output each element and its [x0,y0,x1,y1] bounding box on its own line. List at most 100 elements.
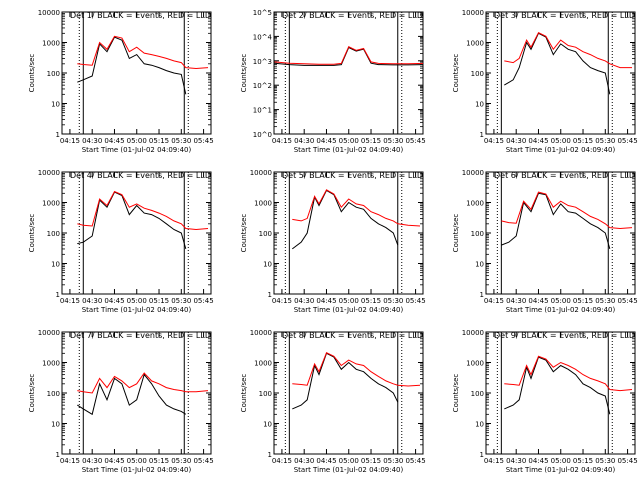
y-tick-label: 1 [268,451,272,459]
events-series-line [292,352,399,410]
x-tick-label: 04:45 [316,457,336,465]
plot-frame [273,171,424,295]
plot-frame [273,11,424,135]
x-tick-label: 05:30 [383,297,403,305]
x-axis-label: Start Time (01-Jul-02 04:09:40) [506,146,616,154]
x-tick-label: 05:00 [339,137,359,145]
x-axis-label: Start Time (01-Jul-02 04:09:40) [294,466,404,474]
x-tick-label: 05:15 [361,297,381,305]
x-tick-label: 04:45 [528,297,548,305]
y-tick-label: 1000 [466,360,484,368]
detector-panel-2: Det 2/ BLACK = Events, RED = LLD 10^0 10^1… [240,9,426,154]
y-tick-label: 10000 [250,169,272,177]
y-tick-label: 10^5 [253,9,272,17]
x-tick-label: 05:00 [127,457,147,465]
x-axis-label: Start Time (01-Jul-02 04:09:40) [82,306,192,314]
y-tick-label: 100 [471,230,484,238]
x-tick-label: 05:30 [595,457,615,465]
y-tick-label: 10^1 [253,107,272,115]
panel-title: Det 9/ BLACK = Events, RED = LLD [494,331,635,340]
y-axis-label: Counts/sec [452,54,460,93]
x-tick-label: 05:45 [405,297,425,305]
y-tick-label: 10 [51,261,60,269]
y-tick-label: 10 [475,261,484,269]
y-tick-label: 1 [56,291,60,299]
detector-panel-7: Det 7/ BLACK = Events, RED = LLD 1 10 100 10… [28,329,214,474]
detector-panel-4: Det 4/ BLACK = Events, RED = LLD 1 10 100 10… [28,169,214,314]
lld-series-line [77,190,209,231]
x-tick-label: 04:15 [484,457,504,465]
lld-series-line [292,352,421,387]
y-tick-label: 100 [471,390,484,398]
x-tick-label: 05:30 [595,297,615,305]
x-tick-label: 05:15 [573,457,593,465]
y-tick-label: 10 [475,101,484,109]
x-tick-label: 05:00 [127,137,147,145]
y-tick-label: 10000 [462,169,484,177]
y-tick-label: 1000 [42,360,60,368]
x-tick-label: 04:45 [104,457,124,465]
x-tick-label: 04:45 [528,457,548,465]
y-tick-label: 1 [480,451,484,459]
x-tick-label: 05:30 [171,297,191,305]
x-tick-label: 04:15 [484,137,504,145]
lld-series-line [504,32,632,69]
x-tick-label: 04:30 [82,137,102,145]
x-tick-label: 05:45 [405,137,425,145]
y-axis-label: Counts/sec [240,214,248,253]
x-tick-label: 05:30 [383,457,403,465]
y-tick-label: 10000 [250,329,272,337]
x-tick-label: 04:30 [294,297,314,305]
x-tick-label: 05:45 [617,457,637,465]
x-tick-label: 05:45 [193,297,213,305]
x-axis-label: Start Time (01-Jul-02 04:09:40) [506,466,616,474]
x-axis-label: Start Time (01-Jul-02 04:09:40) [294,306,404,314]
y-tick-label: 1000 [42,200,60,208]
panel-title: Det 1/ BLACK = Events, RED = LLD [70,11,211,20]
lld-series-line [77,372,209,394]
detector-panel-9: Det 9/ BLACK = Events, RED = LLD 1 10 100 10… [452,329,638,474]
x-tick-label: 04:30 [82,457,102,465]
x-tick-label: 05:00 [127,297,147,305]
panel-title: Det 8/ BLACK = Events, RED = LLD [282,331,423,340]
x-tick-label: 05:45 [193,457,213,465]
x-tick-label: 04:45 [316,297,336,305]
x-tick-label: 04:45 [104,297,124,305]
x-tick-label: 04:30 [82,297,102,305]
lld-series-line [274,46,424,65]
x-tick-label: 05:15 [361,457,381,465]
x-axis-label: Start Time (01-Jul-02 04:09:40) [506,306,616,314]
y-tick-label: 10 [475,421,484,429]
x-tick-label: 05:00 [339,457,359,465]
y-tick-label: 10^3 [253,58,272,66]
x-tick-label: 05:15 [361,137,381,145]
y-tick-label: 10000 [38,329,60,337]
y-tick-label: 10000 [38,9,60,17]
x-tick-label: 05:30 [171,457,191,465]
y-tick-label: 1 [56,131,60,139]
x-tick-label: 04:15 [272,457,292,465]
x-tick-label: 05:00 [551,457,571,465]
y-tick-label: 1000 [466,200,484,208]
panel-title: Det 7/ BLACK = Events, RED = LLD [70,331,211,340]
x-tick-label: 05:45 [617,297,637,305]
detector-panel-6: Det 6/ BLACK = Events, RED = LLD 1 10 100 10… [452,169,638,314]
x-tick-label: 05:00 [551,297,571,305]
events-series-line [501,192,611,250]
events-series-line [504,356,611,415]
y-tick-label: 1000 [42,40,60,48]
y-tick-label: 10 [263,421,272,429]
y-tick-label: 10000 [38,169,60,177]
y-tick-label: 100 [47,390,60,398]
y-tick-label: 1 [480,291,484,299]
y-tick-label: 10 [51,101,60,109]
x-tick-label: 05:15 [149,457,169,465]
x-tick-label: 04:30 [506,457,526,465]
x-tick-label: 05:30 [171,137,191,145]
panel-title: Det 6/ BLACK = Events, RED = LLD [494,171,635,180]
x-tick-label: 04:15 [60,137,80,145]
x-tick-label: 04:45 [104,137,124,145]
x-tick-label: 04:45 [316,137,336,145]
x-tick-label: 04:15 [272,137,292,145]
